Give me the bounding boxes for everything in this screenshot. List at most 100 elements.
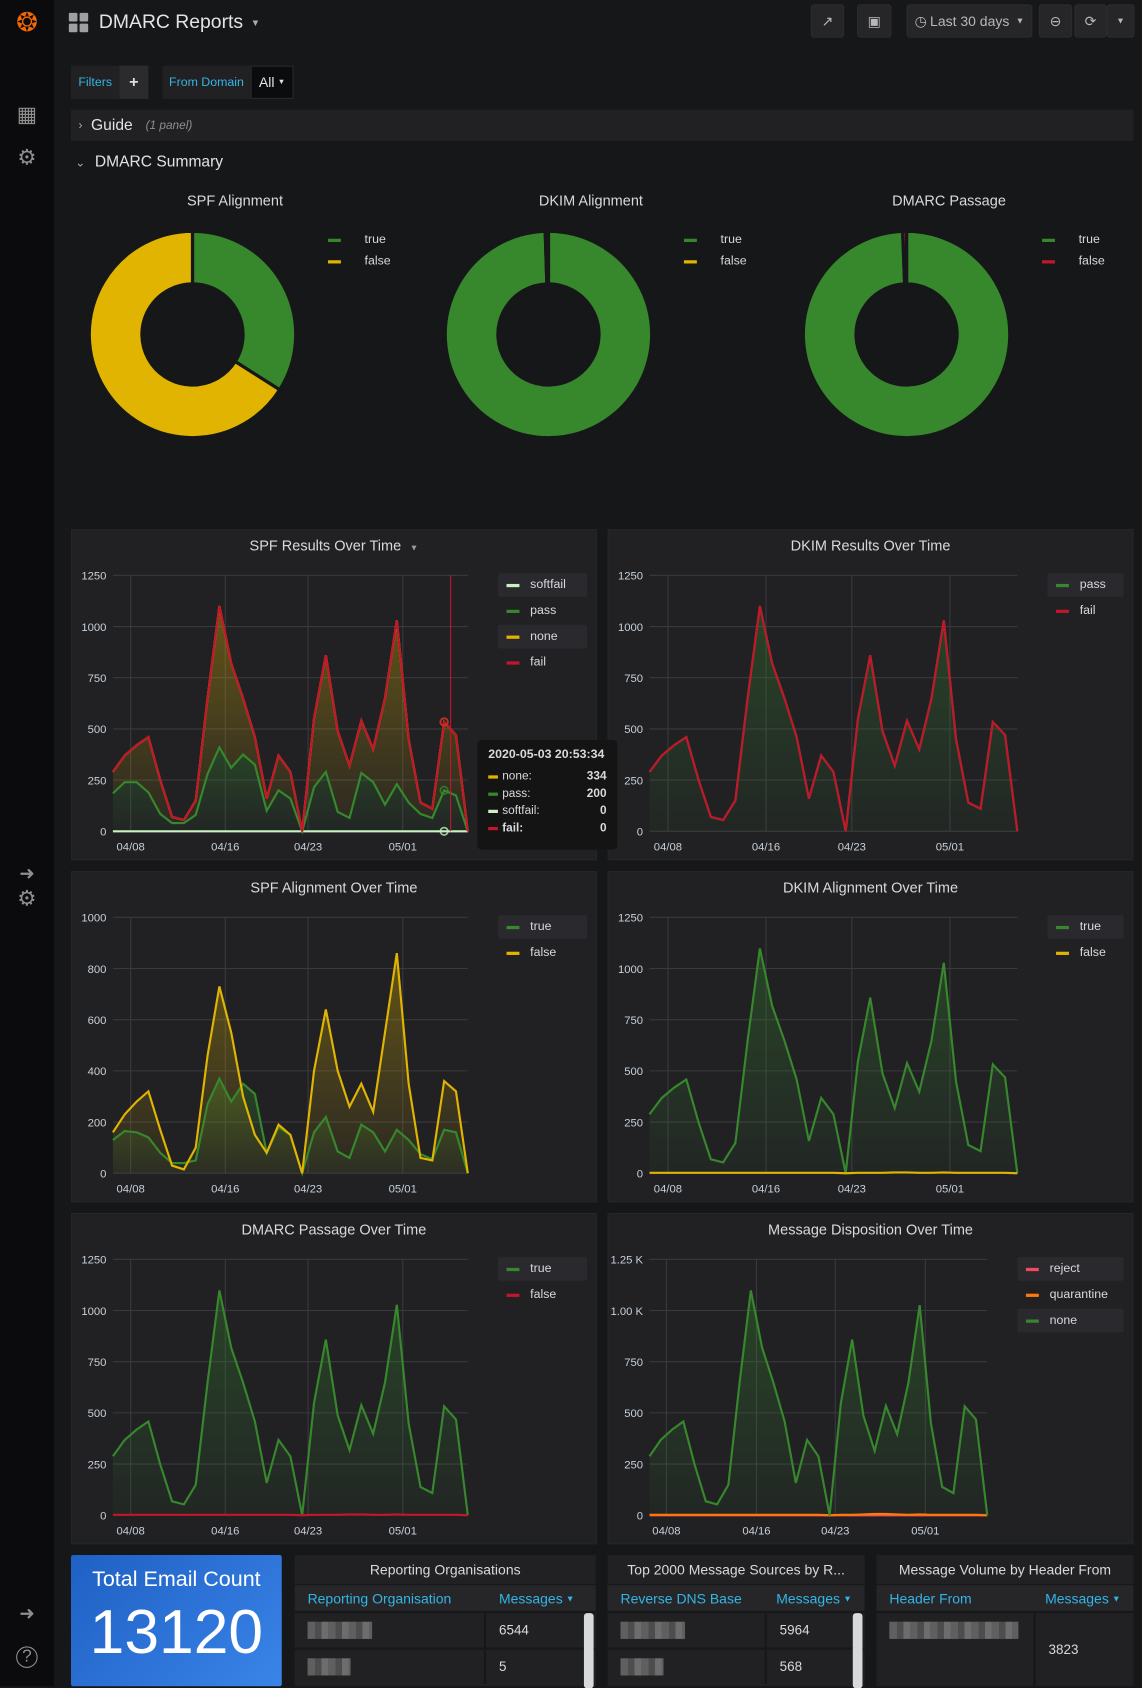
series-line-fail[interactable] <box>648 605 1019 832</box>
series-line-none[interactable] <box>648 1290 989 1516</box>
pie-legend-item[interactable]: true <box>683 229 747 251</box>
panel-title[interactable]: DKIM Alignment Over Time <box>609 880 1133 896</box>
pie-legend-item[interactable]: false <box>683 251 747 273</box>
pie-slice-true[interactable] <box>801 229 1012 440</box>
share-button[interactable]: ↗ <box>810 4 845 38</box>
tooltip-label: none: <box>502 769 532 783</box>
legend-item-softfail[interactable]: softfail <box>497 573 588 597</box>
sign-in-bottom-icon[interactable]: ➜ <box>19 1603 35 1624</box>
legend-item-pass[interactable]: pass <box>498 599 587 623</box>
x-tick-label: 05/01 <box>389 1184 417 1196</box>
pie-slice-true[interactable] <box>190 229 298 392</box>
legend-item-fail[interactable]: fail <box>498 651 587 675</box>
refresh-button[interactable]: ⟳ <box>1074 4 1107 38</box>
column-header-sorted[interactable]: Messages ▼ <box>486 1590 587 1606</box>
legend-item-true[interactable]: true <box>497 915 588 939</box>
from-domain-select[interactable]: All ▼ <box>250 65 294 99</box>
pie-slice-false[interactable] <box>543 229 551 286</box>
legend-swatch <box>1025 1267 1039 1271</box>
graph-panel: SPF Alignment Over Time 0 200 400 600 800 1000… <box>70 871 597 1203</box>
series-line-true[interactable] <box>112 1290 469 1516</box>
graph-plot: 0 200 400 600 800 1000 04/08 04/16 04/23 05/01 <box>81 913 469 1196</box>
table-cell-name[interactable] <box>295 1649 487 1685</box>
table-cell-name[interactable] <box>295 1613 487 1648</box>
pie-legend-item[interactable]: true <box>327 229 391 251</box>
legend-item-fail[interactable]: fail <box>1047 599 1123 623</box>
legend-swatch <box>1025 1293 1039 1297</box>
series-line-false[interactable] <box>649 1171 1018 1175</box>
pie-slice-true[interactable] <box>443 229 654 440</box>
tooltip-swatch <box>488 774 498 779</box>
series-line-fail[interactable] <box>112 605 469 832</box>
tv-mode-button[interactable]: ▣ <box>857 4 892 38</box>
series-line-false[interactable] <box>112 1513 468 1517</box>
table-cell-name[interactable] <box>876 1613 1036 1687</box>
grafana-logo-icon[interactable]: ❂ <box>16 8 38 38</box>
admin-gear-icon[interactable]: ⚙ <box>17 886 37 911</box>
dashboard-title-text: DMARC Reports <box>98 10 244 33</box>
column-header[interactable]: Reverse DNS Base <box>620 1589 742 1607</box>
panel-title[interactable]: SPF Results Over Time ▼ <box>72 538 596 554</box>
legend-swatch <box>683 238 697 242</box>
legend-item-false[interactable]: false <box>1047 941 1123 965</box>
panel-title[interactable]: DKIM Results Over Time <box>609 538 1133 554</box>
table-cell-name[interactable] <box>608 1649 767 1685</box>
legend-item-none[interactable]: none <box>1017 1308 1124 1333</box>
add-filter-button[interactable]: + <box>119 65 149 99</box>
row-guide[interactable]: › Guide (1 panel) <box>70 109 1134 141</box>
refresh-interval-dropdown[interactable]: ▼ <box>1106 4 1135 38</box>
filters-label: Filters <box>70 65 120 99</box>
legend-item-none[interactable]: none <box>497 624 588 649</box>
x-tick-label: 04/23 <box>294 842 322 854</box>
legend-swatch <box>327 238 341 242</box>
row-dmarc-summary[interactable]: ⌄ DMARC Summary <box>75 154 223 171</box>
gear-icon[interactable]: ⚙ <box>17 145 37 170</box>
pie-slice-false[interactable] <box>87 229 282 440</box>
dashboards-icon[interactable]: ▦ <box>16 102 38 127</box>
table-scrollbar[interactable] <box>583 1613 594 1688</box>
x-tick-label: 04/23 <box>838 1184 866 1196</box>
panel-title[interactable]: Message Disposition Over Time <box>609 1222 1133 1238</box>
series-line-pass[interactable] <box>112 744 469 835</box>
time-picker-button[interactable]: ◷ Last 30 days ▼ <box>906 4 1033 38</box>
dashboard-title[interactable]: DMARC Reports ▼ <box>99 11 260 34</box>
y-tick-label: 250 <box>624 775 643 787</box>
zoom-out-icon: ⊖ <box>1049 12 1062 29</box>
pie-legend-item[interactable]: false <box>327 251 391 273</box>
column-header-sorted[interactable]: Messages ▼ <box>763 1590 864 1606</box>
sign-in-icon[interactable]: ➜ <box>19 863 35 884</box>
column-header[interactable]: Reporting Organisation <box>307 1589 452 1607</box>
series-line-quarantine[interactable] <box>649 1512 988 1517</box>
pie-slice-false[interactable] <box>900 229 909 286</box>
zoom-out-button[interactable]: ⊖ <box>1038 4 1073 38</box>
y-tick-label: 1250 <box>618 571 643 583</box>
legend-item-false[interactable]: false <box>498 1283 587 1307</box>
area-true <box>649 948 1018 1174</box>
legend-label: none <box>530 630 558 644</box>
graph-panel: DMARC Passage Over Time 0 250 500 750 1000 125… <box>70 1213 597 1545</box>
help-icon[interactable]: ? <box>13 1643 41 1671</box>
legend-item-true[interactable]: true <box>497 1257 588 1281</box>
column-header-sorted[interactable]: Messages ▼ <box>1032 1590 1133 1606</box>
pie-title: SPF Alignment <box>186 192 283 209</box>
legend-item-false[interactable]: false <box>498 941 587 965</box>
table-cell-name[interactable] <box>608 1613 767 1648</box>
legend-item-pass[interactable]: pass <box>1047 573 1124 597</box>
panel-title[interactable]: DMARC Passage Over Time <box>72 1222 596 1238</box>
table-scrollbar[interactable] <box>852 1613 863 1688</box>
series-line-false[interactable] <box>112 952 469 1174</box>
tooltip-row: softfail: 0 <box>488 802 607 819</box>
pie-legend-item[interactable]: true <box>1042 229 1105 251</box>
pie-legend-item[interactable]: false <box>1042 251 1105 273</box>
table-cell-messages: 5964 <box>779 1622 810 1638</box>
series-line-true[interactable] <box>648 948 1019 1174</box>
redacted-text <box>307 1621 373 1639</box>
legend-item-true[interactable]: true <box>1047 915 1124 939</box>
y-tick-label: 250 <box>624 1117 643 1129</box>
legend-item-quarantine[interactable]: quarantine <box>1017 1283 1123 1307</box>
column-header-label: Messages <box>498 1589 563 1607</box>
column-header[interactable]: Header From <box>889 1589 972 1607</box>
legend-swatch <box>1025 1318 1039 1323</box>
legend-item-reject[interactable]: reject <box>1017 1257 1124 1281</box>
panel-title[interactable]: SPF Alignment Over Time <box>72 880 596 896</box>
